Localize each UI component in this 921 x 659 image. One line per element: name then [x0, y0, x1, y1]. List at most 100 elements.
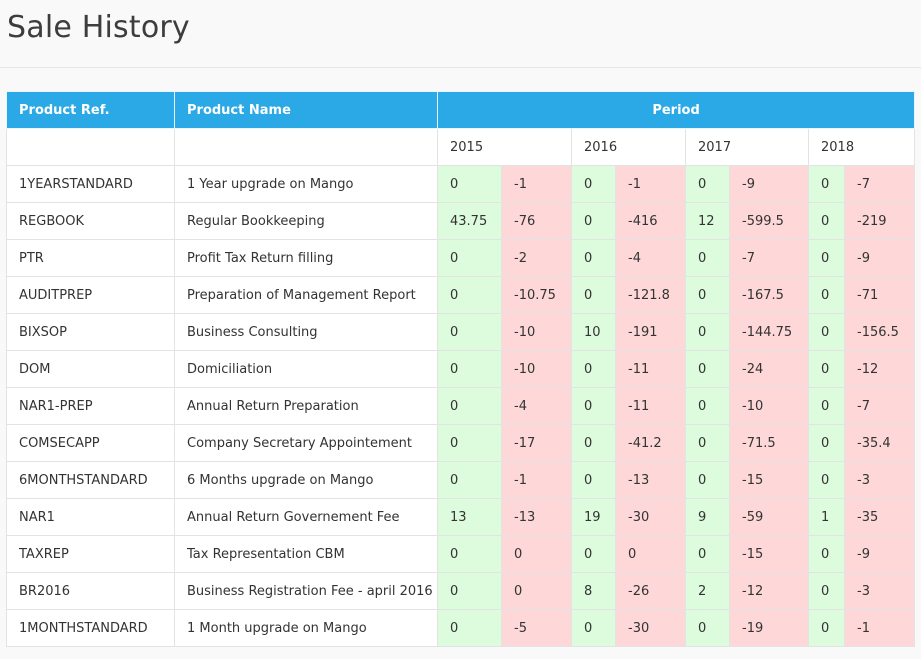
refund-value-cell: -11: [615, 350, 686, 388]
sales-value-cell: 0: [437, 424, 502, 462]
product-ref-cell: AUDITPREP: [6, 276, 175, 314]
sales-value-cell: 19: [571, 498, 616, 536]
sales-value-cell: 0: [437, 350, 502, 388]
refund-value-cell: -156.5: [843, 313, 916, 351]
header-row: Product Ref. Product Name Period: [6, 91, 916, 129]
sales-value-cell: 0: [571, 609, 616, 647]
sales-value-cell: 8: [571, 572, 616, 610]
table-row[interactable]: BIXSOP Business Consulting 0 -10 10 -191 0 -144…: [6, 313, 916, 351]
refund-value-cell: 0: [615, 535, 686, 573]
product-name-cell: Domiciliation: [174, 350, 438, 388]
title-divider: [0, 67, 921, 68]
refund-value-cell: -24: [729, 350, 809, 388]
refund-value-cell: -35: [843, 498, 916, 536]
sales-value-cell: 0: [685, 350, 730, 388]
sales-value-cell: 0: [571, 165, 616, 203]
refund-value-cell: -10: [501, 350, 572, 388]
table-row[interactable]: PTR Profit Tax Return filling 0 -2 0 -4 0 -7 0 -9: [6, 239, 916, 277]
sales-value-cell: 0: [685, 165, 730, 203]
refund-value-cell: -1: [615, 165, 686, 203]
product-ref-cell: PTR: [6, 239, 175, 277]
sales-value-cell: 0: [808, 165, 845, 203]
refund-value-cell: -3: [843, 461, 916, 499]
refund-value-cell: -71: [843, 276, 916, 314]
product-name-cell: Regular Bookkeeping: [174, 202, 438, 240]
refund-value-cell: -30: [615, 498, 686, 536]
refund-value-cell: -191: [615, 313, 686, 351]
sales-value-cell: 0: [808, 387, 845, 425]
sales-value-cell: 0: [685, 461, 730, 499]
product-name-cell: Annual Return Governement Fee: [174, 498, 438, 536]
table-row[interactable]: TAXREP Tax Representation CBM 0 0 0 0 0 -15 0 -9: [6, 535, 916, 573]
table-row[interactable]: NAR1-PREP Annual Return Preparation 0 -4 0 -1…: [6, 387, 916, 425]
sales-value-cell: 1: [808, 498, 845, 536]
column-header-product-ref[interactable]: Product Ref.: [6, 91, 175, 129]
refund-value-cell: -9: [729, 165, 809, 203]
refund-value-cell: -10: [729, 387, 809, 425]
sales-value-cell: 0: [685, 276, 730, 314]
sales-value-cell: 0: [808, 350, 845, 388]
sales-value-cell: 0: [437, 276, 502, 314]
table-row[interactable]: 6MONTHSTANDARD 6 Months upgrade on Mango 0…: [6, 461, 916, 499]
sales-value-cell: 0: [808, 609, 845, 647]
product-name-cell: Tax Representation CBM: [174, 535, 438, 573]
table-row[interactable]: DOM Domiciliation 0 -10 0 -11 0 -24 0 -12: [6, 350, 916, 388]
sales-value-cell: 0: [808, 424, 845, 462]
refund-value-cell: -10: [501, 313, 572, 351]
table-row[interactable]: REGBOOK Regular Bookkeeping 43.75 -76 0 -416 1…: [6, 202, 916, 240]
product-name-cell: Preparation of Management Report: [174, 276, 438, 314]
sales-value-cell: 0: [808, 276, 845, 314]
year-header-2018: 2018: [807, 128, 916, 166]
product-name-cell: 1 Month upgrade on Mango: [174, 609, 438, 647]
refund-value-cell: -219: [843, 202, 916, 240]
refund-value-cell: -11: [615, 387, 686, 425]
table-row[interactable]: COMSECAPP Company Secretary Appointement 0…: [6, 424, 916, 462]
refund-value-cell: -4: [501, 387, 572, 425]
product-name-cell: Annual Return Preparation: [174, 387, 438, 425]
sales-value-cell: 0: [685, 424, 730, 462]
product-name-cell: 6 Months upgrade on Mango: [174, 461, 438, 499]
sales-value-cell: 43.75: [437, 202, 502, 240]
column-header-product-name[interactable]: Product Name: [174, 91, 438, 129]
sales-value-cell: 0: [571, 387, 616, 425]
product-name-cell: Business Registration Fee - april 2016: [174, 572, 438, 610]
sales-value-cell: 0: [685, 535, 730, 573]
sales-value-cell: 0: [571, 461, 616, 499]
refund-value-cell: -35.4: [843, 424, 916, 462]
refund-value-cell: -26: [615, 572, 686, 610]
sales-value-cell: 0: [437, 239, 502, 277]
sales-value-cell: 0: [571, 239, 616, 277]
refund-value-cell: -13: [615, 461, 686, 499]
sales-value-cell: 0: [808, 313, 845, 351]
refund-value-cell: 0: [501, 535, 572, 573]
product-ref-cell: NAR1: [6, 498, 175, 536]
table-row[interactable]: 1YEARSTANDARD 1 Year upgrade on Mango 0 -1 0…: [6, 165, 916, 203]
product-ref-cell: DOM: [6, 350, 175, 388]
sales-value-cell: 9: [685, 498, 730, 536]
refund-value-cell: -12: [843, 350, 916, 388]
product-name-cell: Company Secretary Appointement: [174, 424, 438, 462]
refund-value-cell: -71.5: [729, 424, 809, 462]
sales-value-cell: 0: [685, 313, 730, 351]
year-header-2017: 2017: [685, 128, 809, 166]
refund-value-cell: -5: [501, 609, 572, 647]
sales-value-cell: 0: [437, 165, 502, 203]
refund-value-cell: -2: [501, 239, 572, 277]
refund-value-cell: -1: [501, 461, 572, 499]
table-row[interactable]: BR2016 Business Registration Fee - april …: [6, 572, 916, 610]
table-row[interactable]: AUDITPREP Preparation of Management Repor…: [6, 276, 916, 314]
page-title: Sale History: [7, 10, 190, 45]
product-ref-cell: 6MONTHSTANDARD: [6, 461, 175, 499]
refund-value-cell: -9: [843, 535, 916, 573]
table-row[interactable]: 1MONTHSTANDARD 1 Month upgrade on Mango 0-…: [6, 609, 916, 647]
sales-value-cell: 0: [808, 202, 845, 240]
table-row[interactable]: NAR1 Annual Return Governement Fee 13 -13 19…: [6, 498, 916, 536]
sales-value-cell: 0: [808, 239, 845, 277]
sales-value-cell: 0: [437, 461, 502, 499]
product-name-cell: Business Consulting: [174, 313, 438, 351]
product-ref-cell: BR2016: [6, 572, 175, 610]
sales-value-cell: 0: [437, 313, 502, 351]
refund-value-cell: -1: [501, 165, 572, 203]
refund-value-cell: -30: [615, 609, 686, 647]
year-header-spacer: [174, 128, 438, 166]
